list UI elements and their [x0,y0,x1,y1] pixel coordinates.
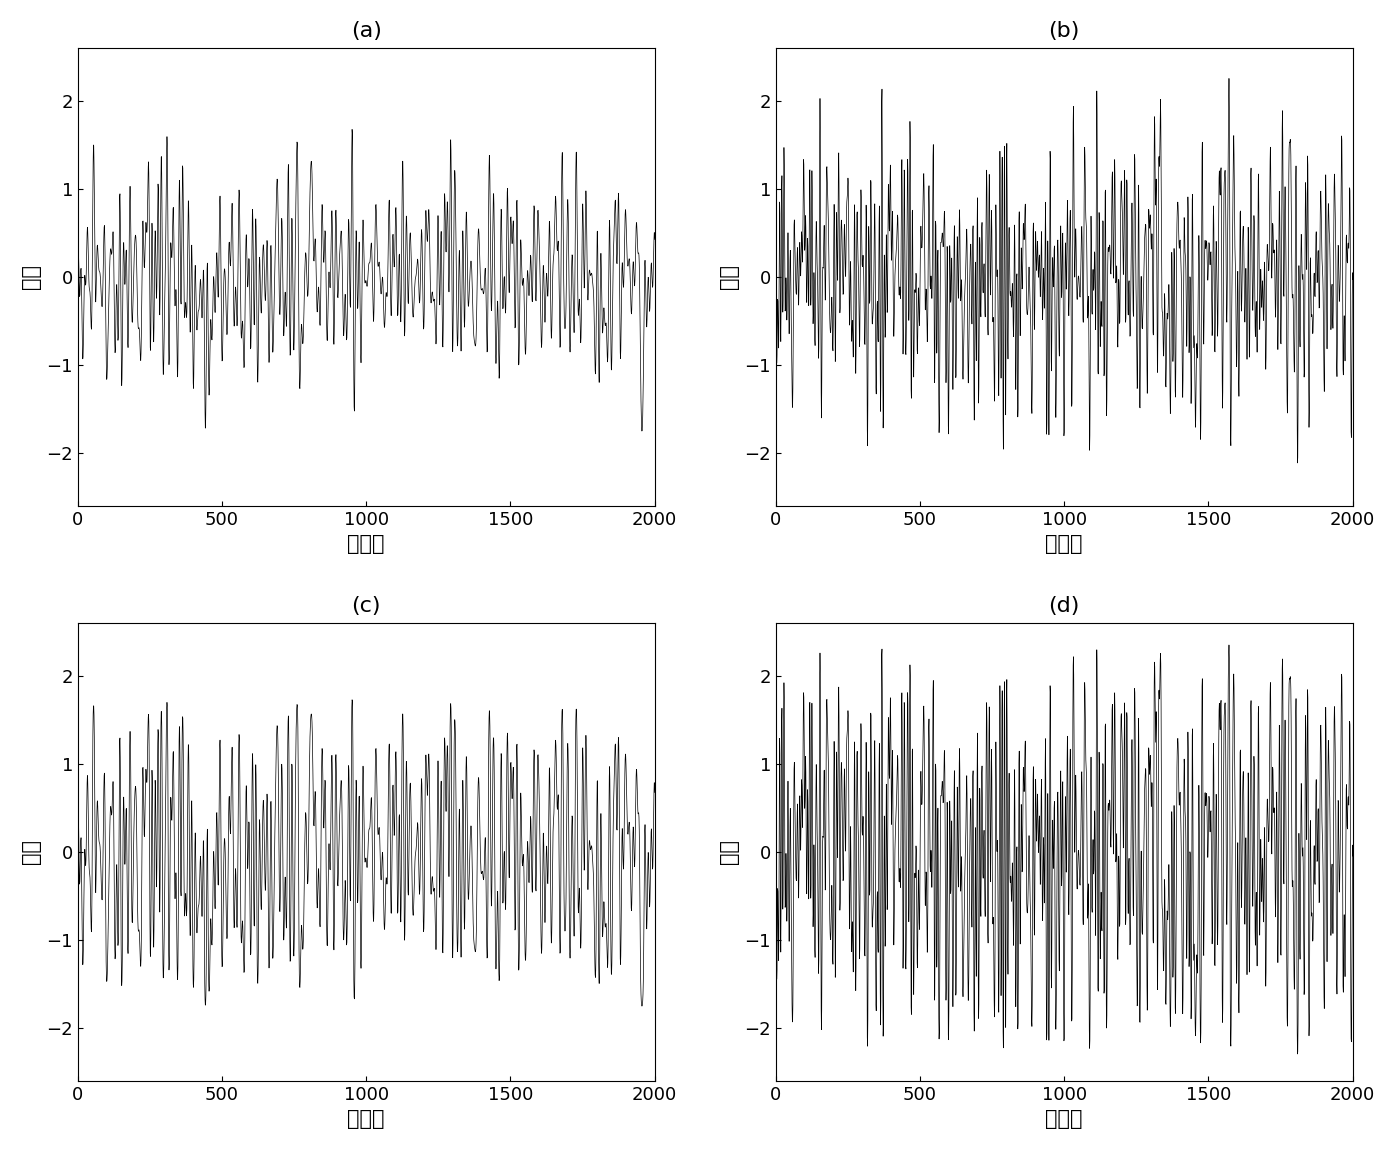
Y-axis label: 信号: 信号 [719,840,738,865]
X-axis label: 采样点: 采样点 [1046,534,1083,554]
Y-axis label: 信号: 信号 [21,840,40,865]
Y-axis label: 信号: 信号 [719,264,738,290]
Title: (c): (c) [352,596,381,616]
X-axis label: 采样点: 采样点 [348,1109,385,1129]
X-axis label: 采样点: 采样点 [1046,1109,1083,1129]
Title: (a): (a) [350,21,381,41]
Title: (d): (d) [1048,596,1081,616]
X-axis label: 采样点: 采样点 [348,534,385,554]
Title: (b): (b) [1048,21,1081,41]
Y-axis label: 信号: 信号 [21,264,40,290]
